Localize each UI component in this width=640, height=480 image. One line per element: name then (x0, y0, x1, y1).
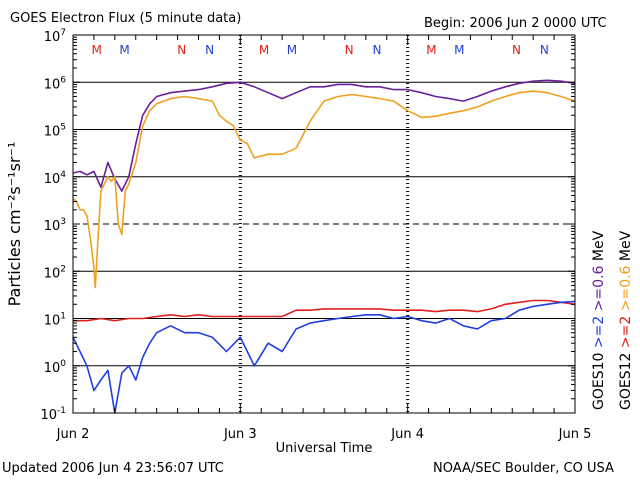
series-line (72, 300, 576, 414)
legend-goes12-entry: GOES12 (618, 353, 634, 410)
mn-marker: M (119, 43, 129, 57)
mn-marker: M (287, 43, 297, 57)
y-tick-label: 103 (44, 217, 66, 234)
mn-marker: N (345, 43, 354, 57)
y-tick-label: 106 (44, 75, 67, 92)
mn-marker: M (454, 43, 464, 57)
series-line (73, 299, 576, 322)
legend-goes12-entry: MeV (618, 230, 634, 265)
y-tick-label: 100 (44, 359, 67, 376)
y-tick-label: 102 (44, 264, 66, 281)
x-tick-label: Jun 5 (558, 427, 592, 442)
y-axis-label: Particles cm⁻²s⁻¹sr⁻¹ (5, 142, 24, 307)
credit-label: NOAA/SEC Boulder, CO USA (433, 461, 614, 476)
mn-marker: N (540, 43, 549, 57)
legend-goes10-entry: >=2 (591, 316, 607, 353)
y-tick-label: 101 (44, 312, 66, 329)
y-tick-label: 107 (44, 28, 66, 45)
legend-goes12: GOES12 >=2 >=0.6 MeV (618, 230, 634, 410)
mn-marker: M (259, 43, 269, 57)
series-line (72, 79, 576, 192)
legend-goes10-entry: GOES10 (591, 353, 607, 410)
legend-goes12-entry: >=0.6 (618, 265, 634, 315)
x-tick-label: Jun 3 (223, 427, 257, 442)
y-tick-label: 105 (44, 123, 66, 140)
x-tick-label: Jun 2 (56, 427, 90, 442)
begin-time-label: Begin: 2006 Jun 2 0000 UTC (424, 16, 607, 31)
chart-title: GOES Electron Flux (5 minute data) (10, 11, 242, 26)
legend-goes10: GOES10 >=2 >=0.6 MeV (591, 230, 607, 410)
mn-marker: N (177, 43, 186, 57)
legend-goes10-entry: MeV (591, 230, 607, 265)
mn-marker: M (92, 43, 102, 57)
mn-marker: N (205, 43, 214, 57)
legend-goes10-entry: >=0.6 (591, 265, 607, 315)
series-line (72, 90, 576, 289)
legend-goes12-entry: >=2 (618, 316, 634, 353)
mn-marker: M (426, 43, 436, 57)
y-tick-label: 10-1 (40, 406, 66, 423)
y-tick-label: 104 (44, 170, 67, 187)
mn-marker: N (372, 43, 381, 57)
mn-marker: N (512, 43, 521, 57)
x-axis-label: Universal Time (276, 441, 373, 456)
updated-timestamp: Updated 2006 Jun 4 23:56:07 UTC (2, 461, 224, 476)
x-tick-label: Jun 4 (390, 427, 424, 442)
